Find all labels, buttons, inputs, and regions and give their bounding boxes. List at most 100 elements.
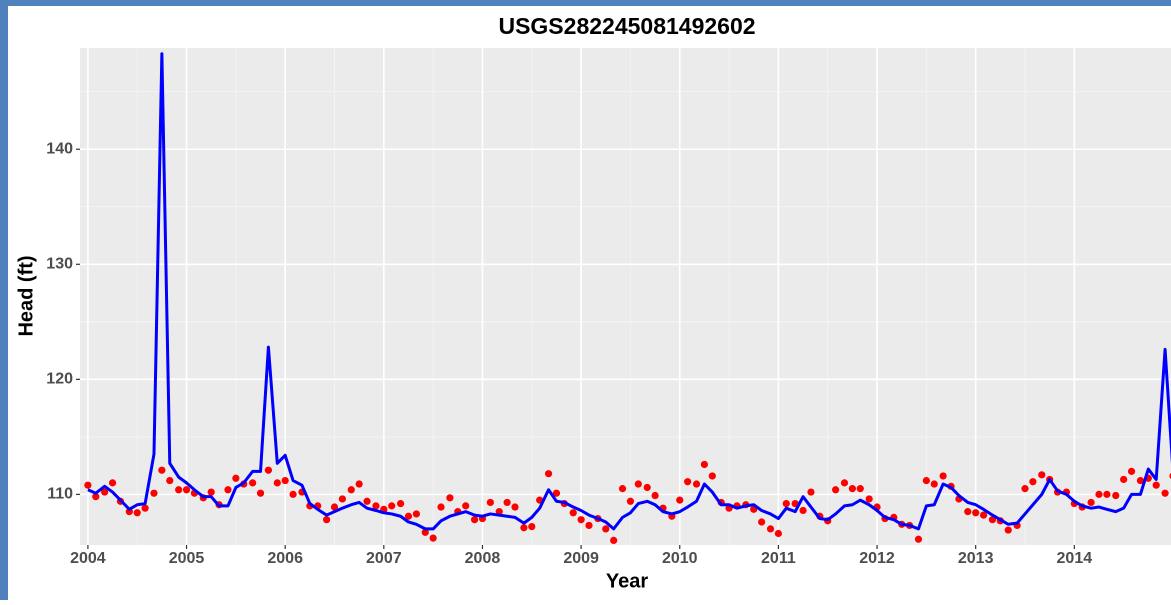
data-point [832,486,840,494]
data-point [166,476,174,485]
x-tick-label: 2009 [563,550,599,567]
x-tick-label: 2012 [859,550,895,567]
data-point [388,502,396,510]
data-point [1112,491,1120,500]
data-point [865,495,873,503]
data-point [700,460,709,469]
data-point [486,498,494,507]
data-point [914,535,923,543]
data-point [643,483,651,492]
data-point [552,489,561,497]
data-point [470,516,479,524]
data-point [207,488,215,496]
data-point [856,485,864,493]
data-point [141,504,149,512]
data-point [101,488,109,496]
data-point [799,506,807,515]
data-point [264,466,273,474]
y-tick-label: 110 [47,486,73,503]
x-tick-label: 2007 [366,550,402,567]
data-point [158,466,166,474]
data-point [347,486,355,494]
data-point [544,470,553,478]
data-point [429,534,437,542]
data-point [988,516,997,524]
data-point [421,528,429,536]
data-point [708,472,716,480]
data-point [511,503,519,511]
data-point [922,476,930,485]
data-point [108,479,117,487]
data-point [256,489,265,497]
data-point [1136,476,1145,485]
data-point [626,497,635,505]
data-point [1103,490,1111,498]
x-tick-label: 2014 [1057,550,1093,567]
data-point [232,474,240,482]
data-point [1095,490,1103,498]
data-point [618,485,627,493]
data-point [404,512,413,520]
y-axis-label: Head (ft) [15,255,37,336]
data-point [1087,498,1095,507]
data-point [1152,481,1160,489]
data-point [446,494,454,502]
chart-title: USGS282245081492602 [498,13,755,39]
x-tick-label: 2010 [662,550,698,567]
data-point [92,493,100,501]
data-point [1029,478,1037,486]
x-tick-label: 2005 [169,550,205,567]
data-point [774,529,782,538]
data-point [462,502,470,510]
data-line [87,52,1171,531]
data-point [782,499,790,508]
data-point [182,486,191,494]
data-point [528,522,536,531]
x-tick-label: 2004 [70,550,106,567]
data-point [338,495,346,503]
data-point [585,521,593,530]
data-point [684,478,692,486]
data-point [355,480,363,488]
x-tick-label: 2011 [761,550,796,567]
data-point [1120,475,1128,484]
data-point [281,476,289,485]
x-axis-label: Year [606,570,648,592]
data-point [848,485,856,493]
data-point [840,479,849,487]
data-point [964,508,972,516]
data-point [939,472,947,480]
y-tick-label: 120 [46,371,73,388]
data-point [503,498,511,507]
data-point [758,518,766,526]
data-point [289,490,297,498]
data-point [437,503,445,511]
data-point [577,516,585,524]
data-point [273,479,281,487]
data-point [520,524,528,532]
data-point [1127,467,1136,475]
data-point [979,511,988,519]
plot-panel [80,48,1171,545]
data-point [150,489,158,497]
data-point [1161,489,1169,497]
data-point [1021,485,1029,493]
data-point [372,502,380,510]
data-point [651,491,659,500]
data-point [84,481,92,489]
data-point [766,525,775,533]
data-point [569,509,577,517]
data-point [1038,471,1046,479]
data-point [412,510,420,518]
data-point [396,499,405,508]
data-point [1004,526,1012,534]
y-tick-label: 130 [46,256,73,273]
data-point [602,525,610,533]
data-point [807,488,815,496]
data-point [610,536,618,544]
data-point [692,480,701,488]
data-point [175,486,183,494]
y-tick-label: 140 [46,140,73,157]
data-point [224,486,232,494]
